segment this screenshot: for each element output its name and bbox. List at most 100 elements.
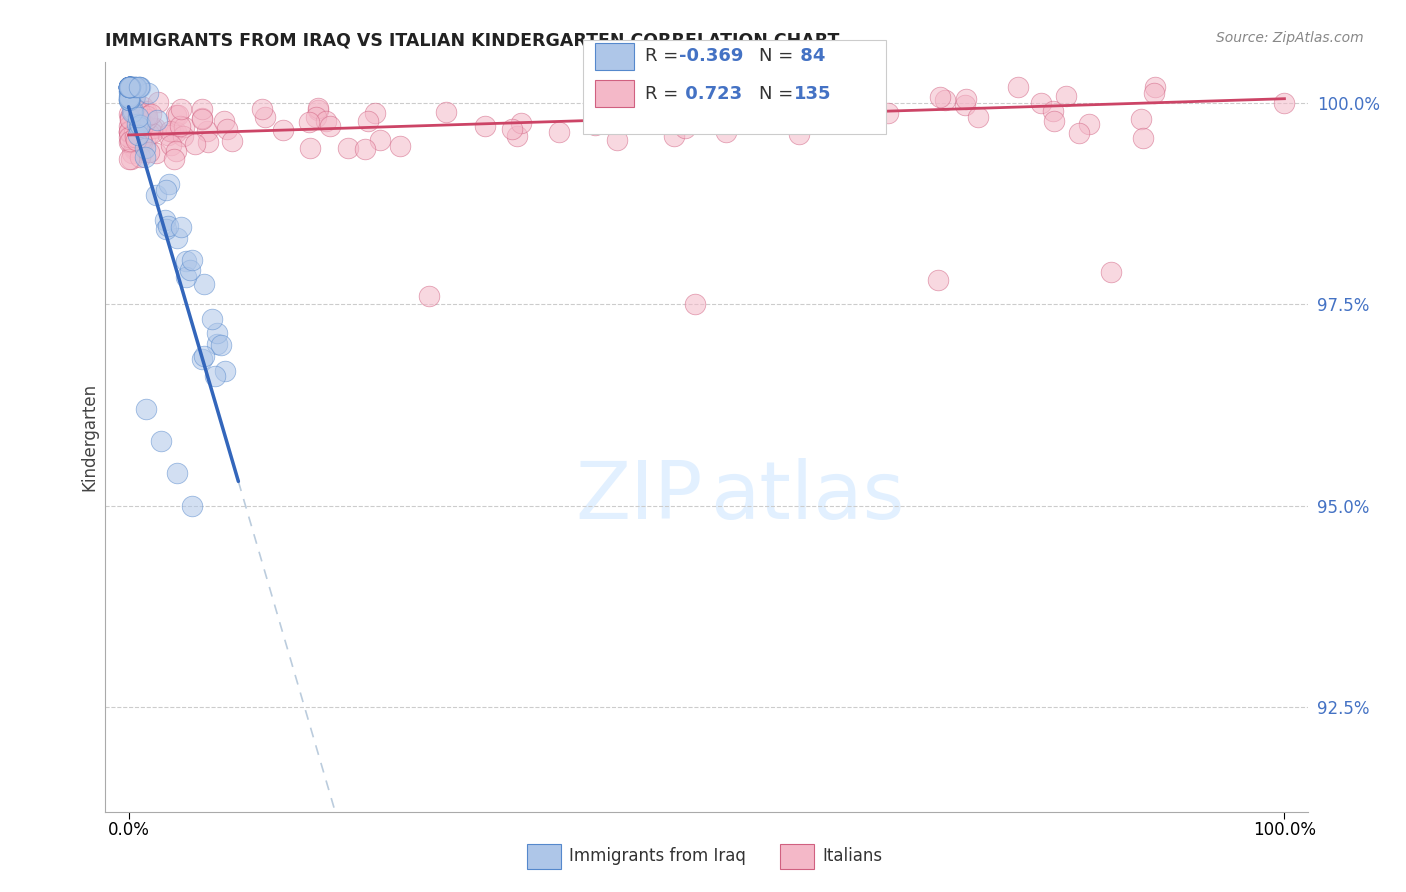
Point	[120, 120, 142, 135]
Point	[117, 79, 139, 94]
Point	[125, 133, 148, 147]
Point	[1069, 126, 1091, 140]
Point	[118, 153, 141, 167]
Point	[201, 312, 224, 326]
Point	[806, 95, 828, 109]
Point	[120, 112, 142, 127]
Point	[141, 121, 163, 136]
Point	[120, 79, 142, 94]
Point	[163, 152, 186, 166]
Point	[118, 87, 141, 101]
Point	[120, 84, 142, 98]
Point	[184, 136, 207, 151]
Point	[118, 91, 141, 105]
Point	[141, 126, 163, 140]
Point	[118, 111, 141, 125]
Point	[125, 128, 148, 142]
Point	[118, 92, 141, 106]
Point	[117, 93, 139, 107]
Point	[117, 79, 139, 94]
Point	[117, 79, 139, 94]
Point	[271, 123, 294, 137]
Point	[389, 138, 412, 153]
Point	[193, 277, 215, 291]
Text: ZIP: ZIP	[575, 458, 703, 536]
Point	[662, 128, 685, 143]
Point	[135, 104, 157, 119]
Point	[191, 352, 214, 367]
Point	[118, 134, 141, 148]
Point	[134, 134, 156, 148]
Text: Source: ZipAtlas.com: Source: ZipAtlas.com	[1216, 31, 1364, 45]
Point	[128, 104, 150, 119]
Point	[934, 94, 956, 108]
Point	[118, 79, 141, 94]
Point	[120, 79, 142, 94]
Point	[145, 188, 167, 202]
Point	[254, 110, 277, 124]
Point	[118, 79, 141, 94]
Point	[118, 79, 141, 94]
Point	[510, 116, 533, 130]
Point	[191, 111, 214, 125]
Point	[117, 82, 139, 96]
Point	[134, 141, 156, 155]
Point	[697, 112, 720, 127]
Point	[1144, 79, 1167, 94]
Point	[128, 117, 150, 131]
Point	[209, 338, 232, 352]
Point	[118, 79, 141, 94]
Point	[124, 88, 146, 103]
Text: atlas: atlas	[710, 458, 904, 536]
Point	[153, 213, 176, 227]
Point	[193, 349, 215, 363]
Point	[146, 95, 169, 109]
Point	[118, 135, 141, 149]
Text: 0.723: 0.723	[679, 85, 742, 103]
Point	[1129, 112, 1152, 127]
Point	[120, 79, 142, 94]
Y-axis label: Kindergarten: Kindergarten	[80, 383, 98, 491]
Point	[156, 219, 179, 233]
Point	[181, 252, 204, 267]
Point	[118, 79, 141, 94]
Point	[1143, 87, 1166, 101]
Point	[118, 79, 141, 94]
Point	[128, 79, 150, 94]
Point	[955, 92, 977, 106]
Point	[121, 135, 143, 149]
Point	[474, 120, 496, 134]
Point	[506, 129, 529, 144]
Point	[128, 120, 150, 134]
Point	[120, 79, 142, 94]
Point	[117, 93, 139, 107]
Point	[118, 79, 141, 94]
Point	[139, 107, 162, 121]
Point	[125, 79, 148, 94]
Point	[1272, 95, 1295, 110]
Point	[117, 79, 139, 94]
Text: Italians: Italians	[823, 847, 883, 865]
Point	[808, 114, 831, 128]
Point	[357, 113, 380, 128]
Point	[132, 99, 155, 113]
Point	[169, 219, 191, 234]
Point	[127, 103, 149, 118]
Point	[128, 124, 150, 138]
Point	[127, 128, 149, 142]
Point	[118, 79, 141, 94]
Point	[877, 106, 900, 120]
Point	[118, 79, 141, 94]
Point	[683, 297, 706, 311]
Point	[166, 231, 188, 245]
Point	[134, 150, 156, 164]
Point	[815, 95, 838, 110]
Point	[121, 146, 143, 161]
Point	[146, 113, 169, 128]
Text: 135: 135	[794, 85, 832, 103]
Point	[138, 145, 160, 159]
Point	[124, 140, 146, 154]
Point	[118, 107, 141, 121]
Point	[205, 336, 228, 351]
Point	[124, 123, 146, 137]
